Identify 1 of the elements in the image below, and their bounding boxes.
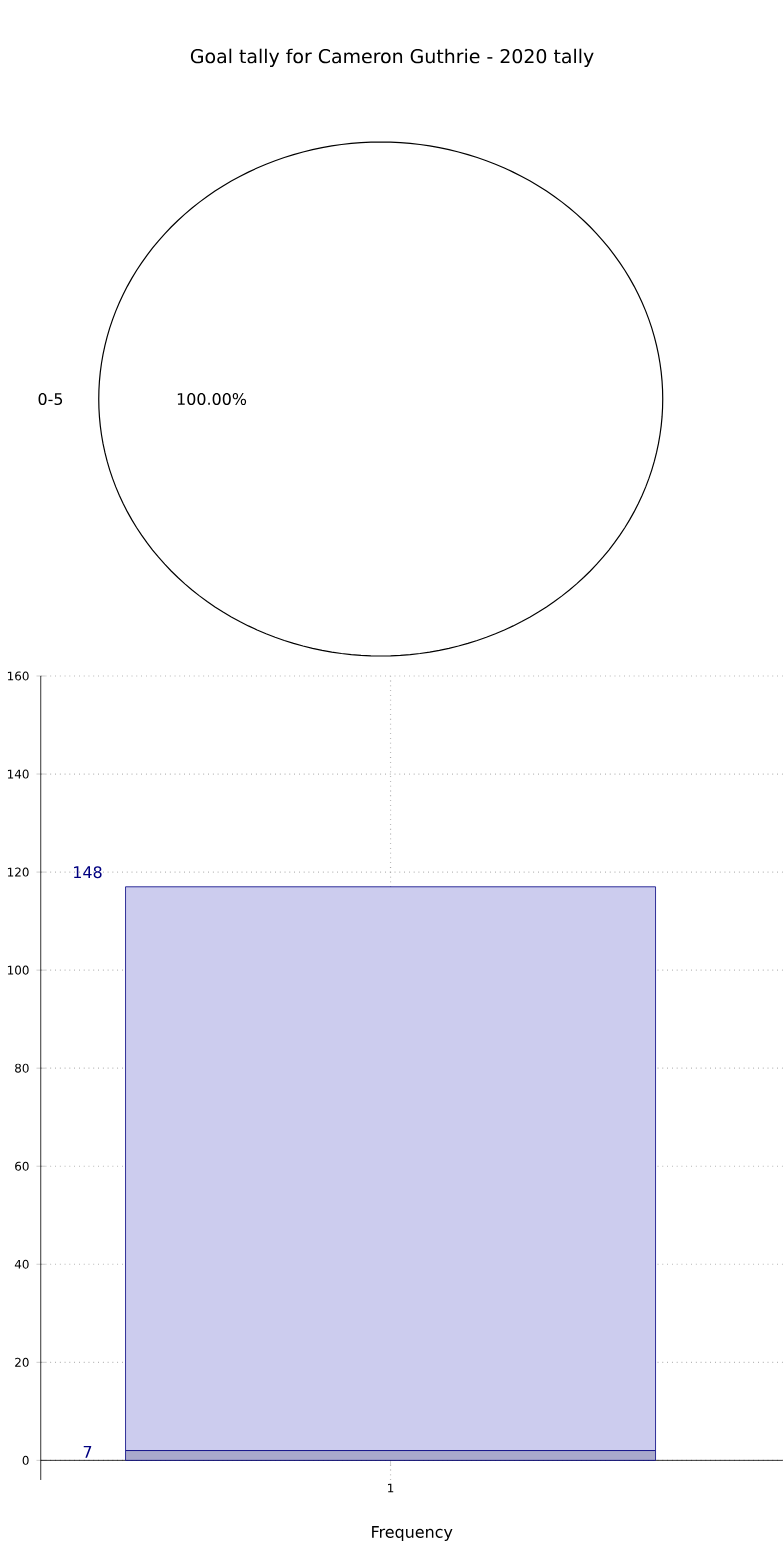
chart-title: Goal tally for Cameron Guthrie - 2020 tally [191, 48, 595, 68]
